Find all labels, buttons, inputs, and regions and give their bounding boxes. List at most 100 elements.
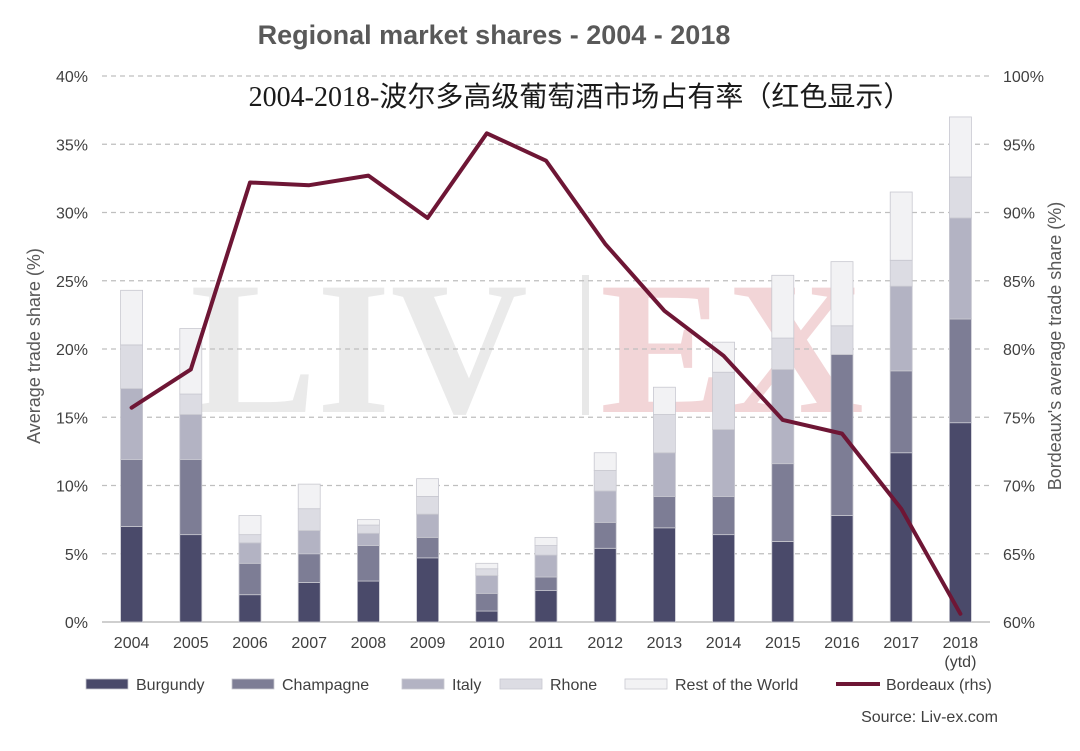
bar-segment [120,344,143,389]
x-tick-label: 2008 [351,635,387,652]
bar-segment [889,285,913,372]
bar-segment [534,545,558,556]
y2-tick-label: 85% [1003,274,1035,291]
bar-segment [653,496,676,529]
bar-segment [356,532,380,546]
bar-segment [534,576,558,592]
bar-segment [949,116,972,178]
bar-segment [475,610,499,623]
bar-segment [949,422,972,623]
chart-title: Regional market shares - 2004 - 2018 [258,20,731,50]
bar-segment [416,536,440,559]
bar-segment [830,261,854,327]
y-tick-label: 20% [56,342,88,359]
bar-segment [179,414,203,460]
y-tick-label: 10% [56,479,88,496]
bar-segment [712,429,735,497]
left-axis-title: Average trade share (%) [24,248,44,444]
x-tick-label: 2018 [943,635,979,652]
bar-segment [771,541,795,623]
x-tick-label: 2009 [410,635,446,652]
bar-segment [297,530,321,555]
bar-segment [297,582,321,623]
x-tick-label: 2006 [232,635,268,652]
x-tick-label: 2012 [587,635,623,652]
bar-segment [475,575,499,594]
bar-segment [534,536,558,546]
legend-label: Champagne [282,677,369,694]
x-axis-ticks: 2004 2005 2006 2007 2008 2009 2010 2011 2012 2013… [114,635,978,671]
x-tick-label: 2011 [529,635,564,652]
y2-tick-label: 90% [1003,206,1035,223]
bar-segment [475,562,499,570]
x-tick-label: 2013 [647,635,683,652]
bar-segment [593,490,617,523]
y-tick-label: 25% [56,274,88,291]
bar-segment [297,553,321,583]
bar-segment [356,580,380,623]
bar-segment [653,386,676,415]
y2-tick-label: 95% [1003,137,1035,154]
x-tick-sublabel: (ytd) [944,654,976,671]
legend-swatch [624,678,668,690]
legend-swatch [401,678,445,690]
x-tick-label: 2016 [824,635,860,652]
bar-segment [534,554,558,578]
bar-segment [297,483,321,510]
bar-segment [475,568,499,576]
bar-segment [712,371,735,430]
source-note: Source: Liv-ex.com [861,709,998,726]
y-tick-label: 35% [56,137,88,154]
bar-segment [534,590,558,623]
y-tick-label: 30% [56,206,88,223]
x-tick-label: 2010 [469,635,505,652]
bar-segment [179,328,203,395]
legend-label: Italy [452,677,481,694]
bar-segment [120,459,143,527]
bar-segment [356,524,380,534]
bar-segment [120,526,143,623]
bar-segment [653,414,676,454]
legend: Burgundy Champagne Italy Rhone Rest of the W… [85,677,992,694]
bar-segment [238,515,262,536]
y2-tick-label: 75% [1003,410,1035,427]
bar-segment [949,318,972,424]
bar-segment [120,388,143,460]
bar-layer [120,116,972,623]
legend-swatch [85,678,129,690]
right-axis-title: Bordeaux's average trade share (%) [1045,202,1065,491]
bar-segment [949,217,972,320]
bar-segment [593,452,617,471]
x-tick-label: 2015 [765,635,801,652]
bar-segment [416,557,440,623]
legend-swatch [499,678,543,690]
y-tick-label: 15% [56,410,88,427]
bar-segment [416,513,440,538]
bar-segment [889,452,913,623]
bar-segment [356,545,380,582]
bar-segment [297,508,321,531]
x-tick-label: 2007 [291,635,327,652]
bar-segment [593,470,617,492]
y2-tick-label: 65% [1003,547,1035,564]
bar-segment [712,534,735,623]
bar-segment [238,542,262,564]
bar-segment [238,594,262,623]
bordeaux-line [129,131,963,616]
legend-label: Bordeaux (rhs) [886,677,992,694]
bar-segment [416,496,440,515]
y2-tick-label: 100% [1003,69,1044,86]
bar-segment [889,259,913,287]
legend-label: Rest of the World [675,677,798,694]
bar-segment [593,547,617,623]
legend-swatch [231,678,275,690]
legend-label: Rhone [550,677,597,694]
bar-segment [179,393,203,415]
right-axis-ticks: 60% 65% 70% 75% 80% 85% 90% 95% 100% [1003,69,1044,632]
y-tick-label: 40% [56,69,88,86]
bar-segment [416,478,440,497]
bar-segment [653,452,676,497]
bar-segment [771,369,795,465]
bar-segment [475,592,499,612]
